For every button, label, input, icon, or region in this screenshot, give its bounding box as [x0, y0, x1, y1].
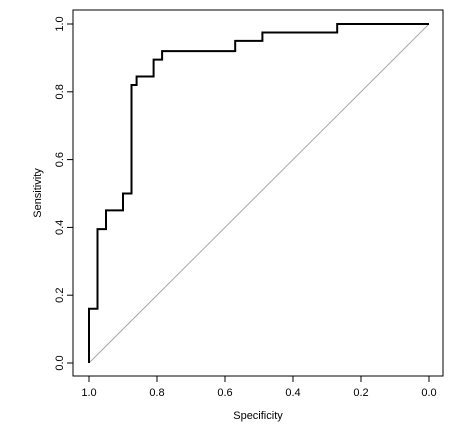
y-tick-label: 0.6 — [54, 152, 66, 167]
reference-diagonal — [88, 23, 430, 364]
y-axis-title: Sensitivity — [32, 168, 44, 218]
x-tick-label: 0.4 — [285, 387, 300, 399]
x-tick-label: 0.6 — [217, 387, 232, 399]
x-tick-label: 1.0 — [81, 387, 96, 399]
y-tick-label: 0.2 — [54, 288, 66, 303]
y-axis: 0.0 0.2 0.4 0.6 0.8 1.0 — [54, 16, 74, 371]
y-tick-label: 0.8 — [54, 84, 66, 99]
y-tick-label: 0.4 — [54, 220, 66, 235]
x-axis-title: Specificity — [233, 410, 283, 422]
x-axis: 1.0 0.8 0.6 0.4 0.2 0.0 — [81, 375, 437, 399]
y-tick-label: 0.0 — [54, 355, 66, 370]
roc-curve — [88, 23, 429, 363]
x-tick-label: 0.8 — [149, 387, 164, 399]
x-tick-label: 0.2 — [353, 387, 368, 399]
x-tick-label: 0.0 — [421, 387, 436, 399]
y-tick-label: 1.0 — [54, 16, 66, 31]
